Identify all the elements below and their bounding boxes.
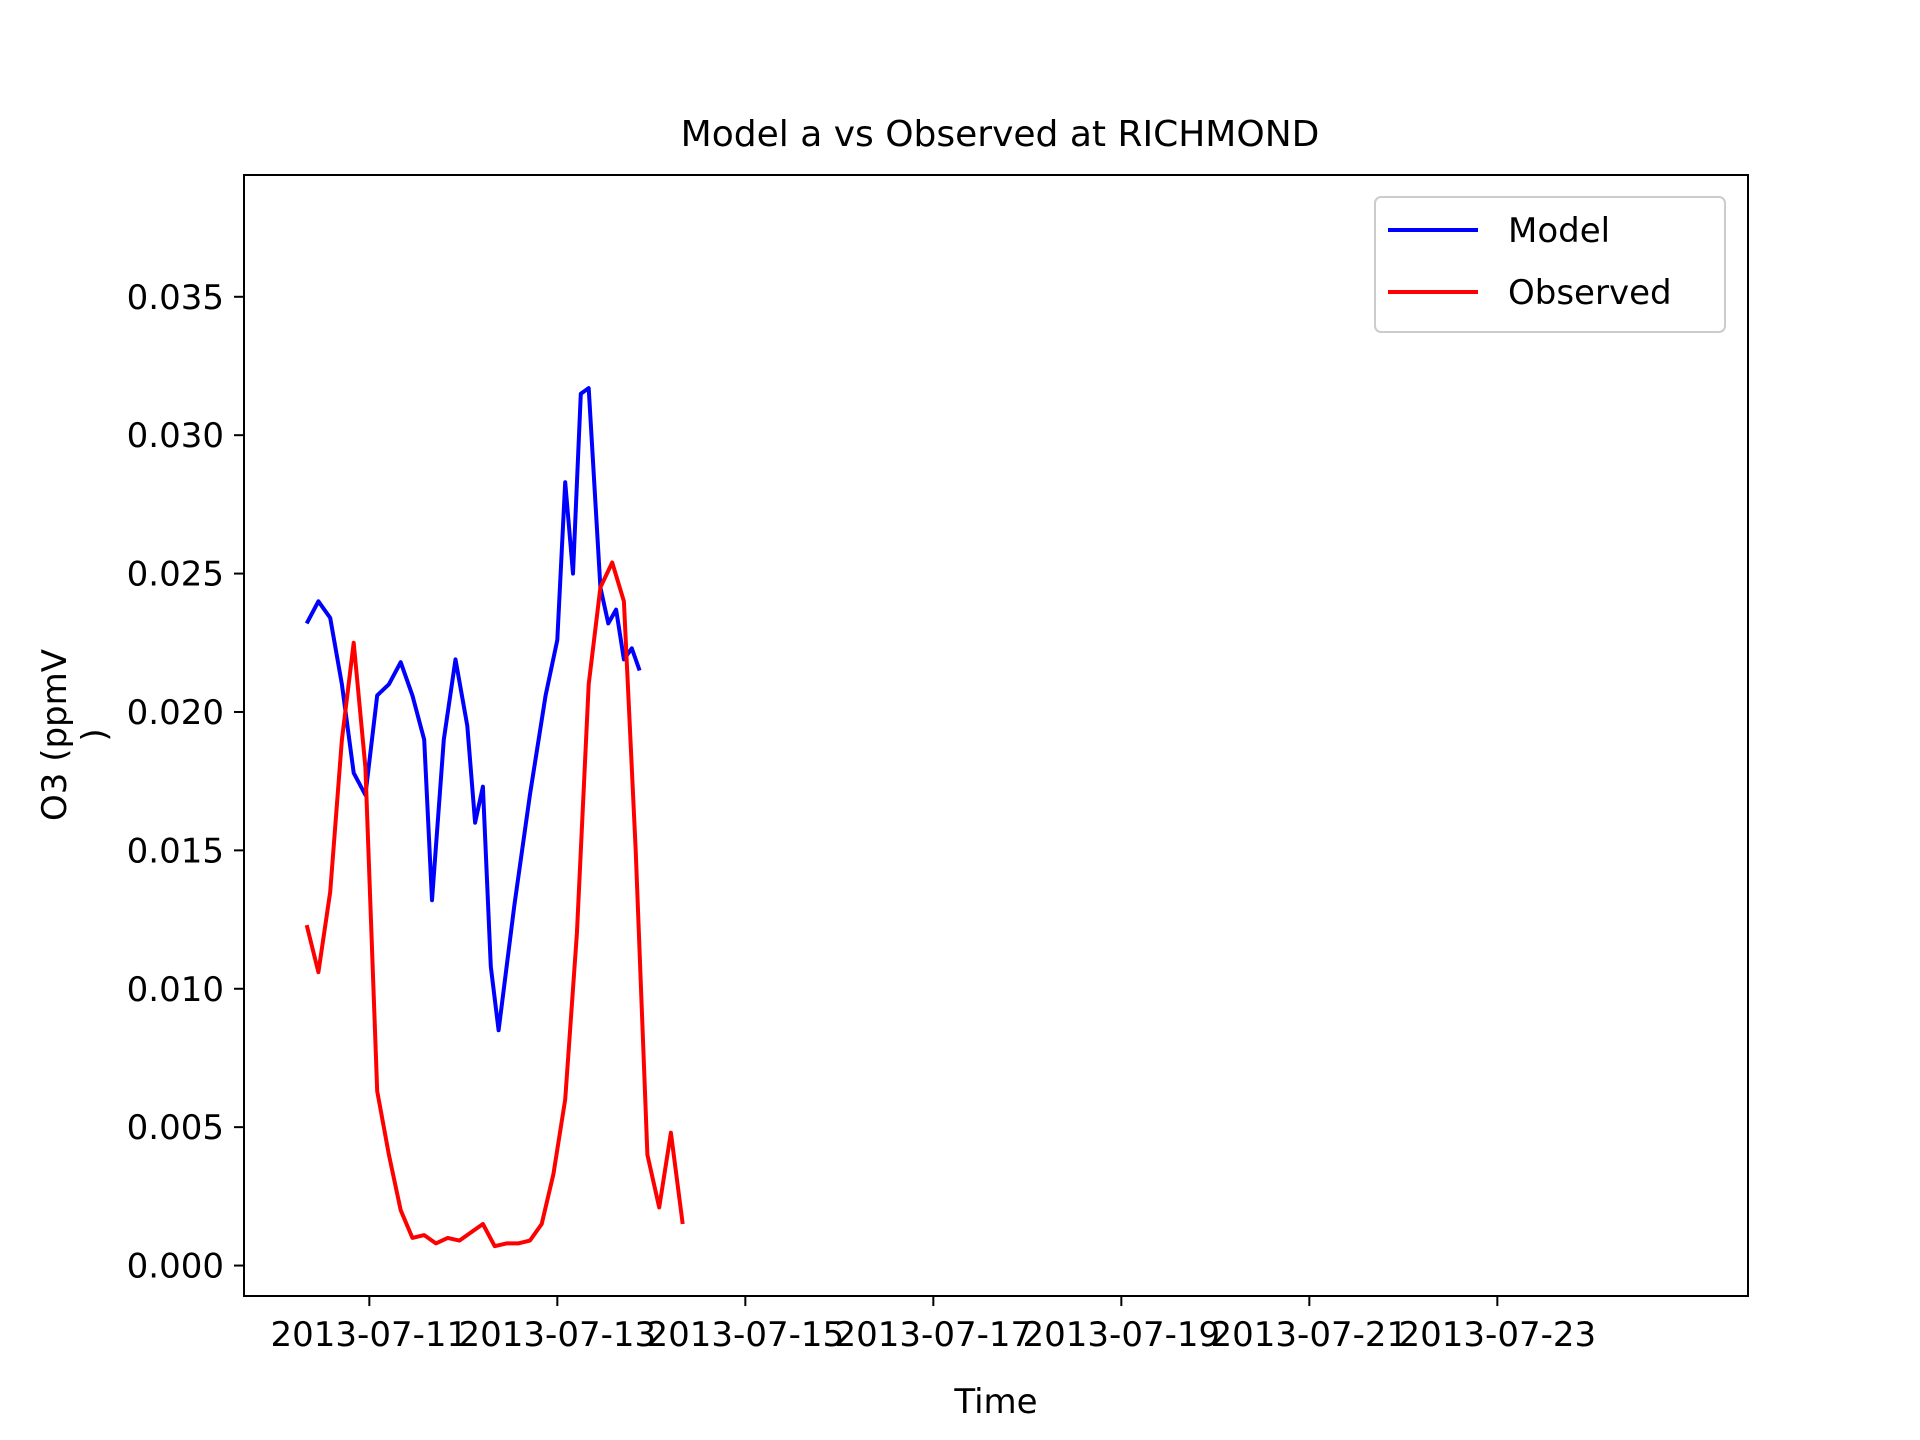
y-tick-label: 0.035 — [127, 278, 224, 318]
legend-model-label: Model — [1508, 211, 1610, 251]
legend-observed-label: Observed — [1508, 273, 1672, 313]
plot-area — [304, 386, 685, 1249]
x-tick-label: 2013-07-19 — [1023, 1315, 1221, 1355]
legend: Model Observed — [1374, 196, 1726, 333]
y-tick-label: 0.000 — [127, 1247, 224, 1287]
y-tick-label: 0.020 — [127, 693, 224, 733]
series-line-model — [304, 386, 642, 1033]
y-tick-label: 0.030 — [127, 416, 224, 456]
chart-title: Model a vs Observed at RICHMOND — [681, 114, 1320, 155]
x-tick-label: 2013-07-11 — [271, 1315, 469, 1355]
x-axis-label: Time — [953, 1382, 1037, 1422]
x-tick-label: 2013-07-13 — [459, 1315, 657, 1355]
y-tick-label: 0.010 — [127, 970, 224, 1010]
y-axis-label: O3 (ppmV) — [35, 649, 115, 821]
y-tick-label: 0.025 — [127, 555, 224, 595]
x-tick-label: 2013-07-21 — [1211, 1315, 1409, 1355]
y-tick-label: 0.015 — [127, 831, 224, 871]
x-tick-label: 2013-07-15 — [647, 1315, 845, 1355]
axes-frame — [243, 174, 1749, 1297]
series-layer — [304, 386, 685, 1249]
y-axis-label-line: ) — [75, 728, 115, 741]
x-tick-label: 2013-07-23 — [1399, 1315, 1597, 1355]
y-axis-ticks: 0.000 0.005 0.010 0.015 0.020 0.025 0.030 0.035 — [127, 278, 244, 1287]
y-tick-label: 0.005 — [127, 1108, 224, 1148]
x-axis-ticks: 2013-07-112013-07-132013-07-152013-07-17… — [271, 1296, 1597, 1355]
y-axis-label-line: O3 (ppmV — [35, 649, 75, 821]
x-tick-label: 2013-07-17 — [835, 1315, 1033, 1355]
series-line-observed — [304, 560, 685, 1249]
